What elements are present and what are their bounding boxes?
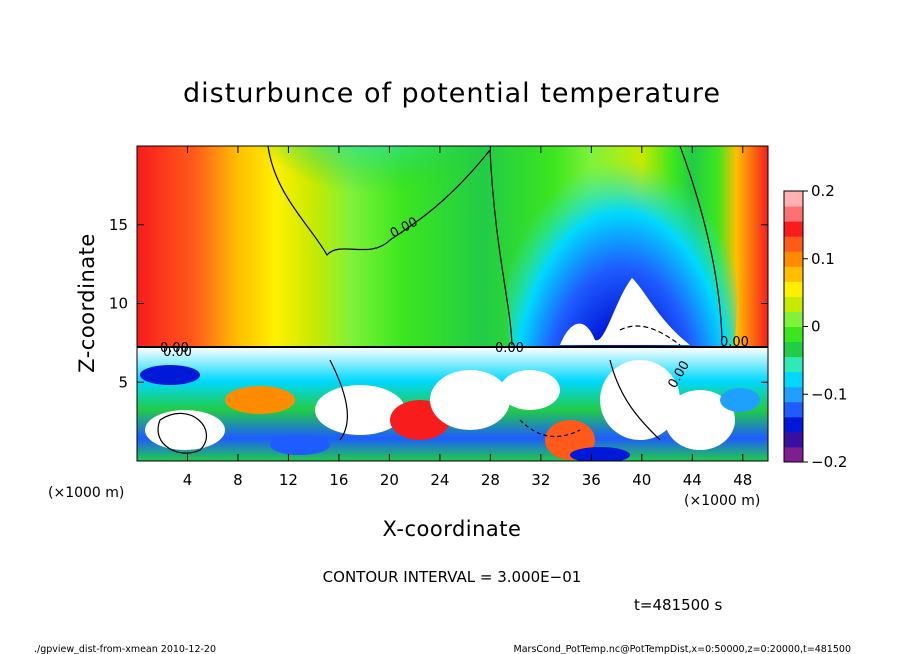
footer-left: ./gpview_dist-from-xmean 2010-12-20 (34, 644, 216, 654)
footer-right: MarsCond_PotTemp.nc@PotTempDist,x=0:5000… (514, 644, 851, 654)
contour-zero (267, 146, 491, 257)
patch (270, 435, 330, 455)
colorbar-tick-label: −0.1 (811, 385, 847, 403)
colorbar: 0.2 0.1 0 −0.1 −0.2 (784, 182, 847, 471)
colorbar-tick-label: 0.1 (811, 250, 835, 268)
colorbar-swatch (784, 446, 803, 463)
colorbar-swatch (784, 251, 803, 267)
contour-label: 0.00 (160, 341, 189, 356)
colorbar-swatch (784, 356, 803, 373)
colorbar-frame (783, 190, 804, 463)
colorbar-swatch (784, 311, 803, 327)
colorbar-swatch (784, 431, 803, 448)
colorbar-tick-label: 0 (811, 318, 821, 336)
colorbar-tick-label: −0.2 (811, 453, 847, 471)
y-axis-title: Z-coordinate (75, 233, 99, 373)
colorbar-swatch (784, 281, 803, 297)
x-tick-label: 48 (733, 471, 752, 489)
colorbar-swatch (784, 266, 803, 282)
patch (720, 388, 760, 412)
x-tick-label: 28 (481, 471, 500, 489)
patch (570, 447, 630, 461)
negative-region-top-center (250, 146, 490, 266)
x-tick-label: 16 (329, 471, 348, 489)
contour-negative (519, 419, 581, 438)
x-tick-label: 8 (233, 471, 243, 489)
x-tick-label: 36 (582, 471, 601, 489)
colorbar-swatch (784, 191, 803, 207)
colorbar-swatch (784, 341, 803, 358)
colorbar-swatch (784, 236, 803, 252)
x-tick-label: 4 (183, 471, 193, 489)
patch (430, 370, 510, 430)
colorbar-swatch (784, 416, 803, 433)
x-tick-label: 40 (632, 471, 651, 489)
x-tick-label: 24 (430, 471, 449, 489)
colorbar-swatch (784, 326, 803, 343)
patch (600, 360, 680, 440)
contour-label: 0.00 (495, 341, 524, 356)
colorbar-swatch (784, 371, 803, 388)
patch (140, 365, 200, 385)
colorbar-swatch (784, 386, 803, 403)
contour-zero (489, 149, 513, 346)
colorbar-swatch (784, 401, 803, 418)
y-tick-label: 15 (109, 216, 128, 234)
white-peak-region (560, 278, 690, 345)
heatmap-plot-area (137, 146, 768, 461)
x-axis-ticks: 4 8 12 16 20 24 28 32 36 40 44 48 (183, 146, 752, 489)
contour-negative (619, 325, 681, 346)
lower-layer-patches (140, 360, 760, 461)
contour-label: 0.00 (720, 335, 749, 350)
contour-label: 0.00 (163, 345, 192, 360)
patch (225, 386, 295, 414)
contour-lower (157, 412, 207, 454)
y-tick-label: 10 (109, 295, 128, 313)
chart-title: disturbunce of potential temperature (183, 78, 721, 109)
contour-lower (329, 359, 348, 441)
patch (145, 410, 225, 450)
patch (315, 385, 405, 435)
colorbar-swatch (784, 221, 803, 237)
colorbar-swatch (784, 206, 803, 222)
patch (665, 390, 735, 450)
colorbar-tick-label: 0.2 (811, 182, 835, 200)
x-tick-label: 32 (531, 471, 550, 489)
time-label: t=481500 s (634, 596, 722, 614)
y-tick-label: 5 (118, 373, 128, 391)
contour-lines (137, 146, 768, 454)
x-tick-label: 44 (683, 471, 702, 489)
contour-interval-text: CONTOUR INTERVAL = 3.000E−01 (323, 568, 582, 586)
y-axis-ticks: 5 10 15 (109, 216, 768, 391)
x-unit-label: (×1000 m) (48, 485, 124, 501)
y-unit-label: (×1000 m) (684, 493, 760, 509)
colorbar-swatch (784, 296, 803, 312)
contour-zero (679, 146, 723, 341)
x-axis-title: X-coordinate (383, 517, 522, 541)
x-tick-label: 12 (279, 471, 298, 489)
contour-lower (609, 359, 661, 441)
patch (500, 370, 560, 410)
x-tick-label: 20 (380, 471, 399, 489)
